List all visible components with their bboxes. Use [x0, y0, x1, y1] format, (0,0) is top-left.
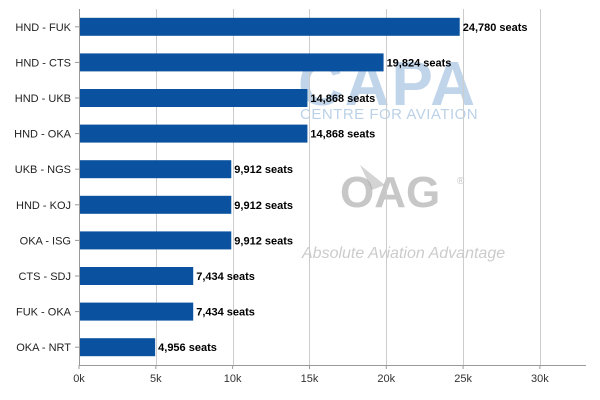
- category-label: FUK - OKA: [16, 307, 72, 319]
- category-label: HND - CTS: [15, 57, 71, 69]
- bar: [80, 267, 194, 285]
- oag-swoosh-icon: [360, 165, 385, 190]
- x-tick-label: 10k: [224, 373, 242, 385]
- category-label: OKA - ISG: [20, 235, 71, 247]
- oag-watermark-tagline: Absolute Aviation Advantage: [301, 245, 505, 262]
- data-label: 14,868 seats: [310, 129, 375, 141]
- x-tick-label: 25k: [454, 373, 472, 385]
- bars-layer: [80, 17, 460, 357]
- x-tick-label: 20k: [377, 373, 395, 385]
- category-label: HND - KOJ: [16, 200, 71, 212]
- data-label: 7,434 seats: [196, 271, 255, 283]
- x-tick-label: 30k: [531, 373, 549, 385]
- bar: [80, 338, 156, 357]
- category-label: HND - OKA: [14, 129, 72, 141]
- x-tick-label: 5k: [150, 373, 162, 385]
- bar: [80, 124, 308, 143]
- bar: [80, 53, 384, 72]
- x-tick-label: 0k: [73, 373, 85, 385]
- x-tick-label: 15k: [301, 373, 319, 385]
- data-label: 19,824 seats: [387, 57, 452, 69]
- data-label: 9,912 seats: [234, 164, 293, 176]
- bar: [80, 17, 460, 36]
- data-label: 14,868 seats: [310, 93, 375, 105]
- data-label: 7,434 seats: [196, 307, 255, 319]
- data-labels: 24,780 seats 19,824 seats 14,868 seats 14,8…: [158, 22, 527, 354]
- category-label: HND - FUK: [15, 22, 71, 34]
- data-label: 4,956 seats: [158, 342, 217, 354]
- oag-registered-mark: ®: [457, 176, 465, 187]
- bar: [80, 195, 232, 214]
- watermark-layer: CAPA CENTRE FOR AVIATION OAG ® Absolute …: [298, 50, 505, 262]
- category-label: CTS - SDJ: [18, 271, 71, 283]
- data-label: 9,912 seats: [234, 235, 293, 247]
- bar: [80, 89, 308, 107]
- category-label: OKA - NRT: [16, 342, 71, 354]
- capa-watermark-subtitle: CENTRE FOR AVIATION: [300, 106, 478, 123]
- oag-watermark: OAG: [340, 168, 440, 217]
- bar: [80, 231, 232, 250]
- bar: [80, 302, 194, 321]
- category-labels: HND - FUK HND - CTS HND - UKB HND - OKA UKB …: [14, 22, 79, 354]
- category-label: UKB - NGS: [15, 164, 71, 176]
- x-axis-ticks: 0k 5k 10k 15k 20k 25k 30k: [73, 365, 549, 385]
- data-label: 9,912 seats: [234, 200, 293, 212]
- data-label: 24,780 seats: [463, 22, 528, 34]
- category-label: HND - UKB: [15, 93, 71, 105]
- bar: [80, 160, 232, 179]
